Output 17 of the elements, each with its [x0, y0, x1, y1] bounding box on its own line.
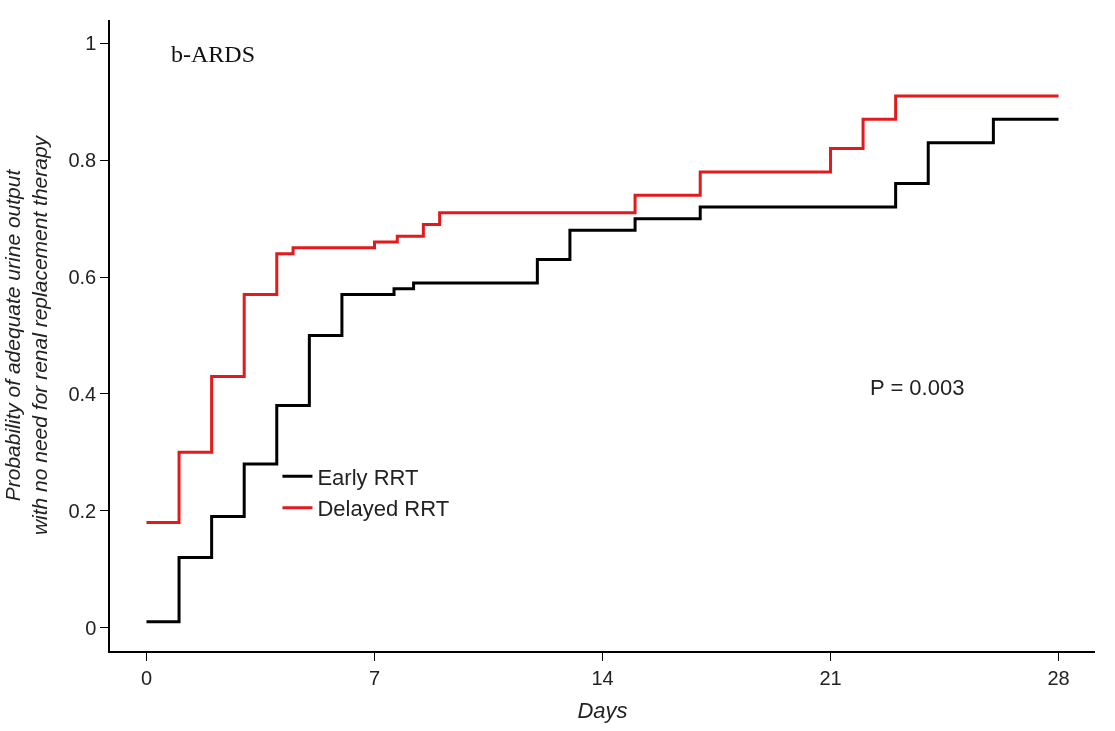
y-tick-label: 0.4	[68, 382, 97, 405]
x-tick-label: 14	[591, 666, 614, 689]
x-tick-label: 7	[368, 666, 381, 689]
y-tick-label: 0.8	[68, 149, 97, 172]
annotation: P = 0.003	[870, 375, 965, 400]
y-tick-label: 0.2	[68, 499, 97, 522]
legend-label: Delayed RRT	[317, 496, 450, 522]
x-tick-label: 0	[140, 666, 153, 689]
x-tick-label: 28	[1047, 666, 1070, 689]
y-tick-label: 0	[85, 616, 97, 639]
y-axis-title: Probability of adequate urine output with no need for renal replacement therapy	[0, 134, 52, 536]
x-tick-label: 21	[819, 666, 842, 689]
legend-label: Early RRT	[317, 464, 419, 490]
x-axis-title: Days	[577, 698, 628, 724]
y-tick-label: 1	[85, 32, 97, 55]
y-tick-label: 0.6	[68, 266, 97, 289]
annotation: b-ARDS	[171, 41, 256, 67]
